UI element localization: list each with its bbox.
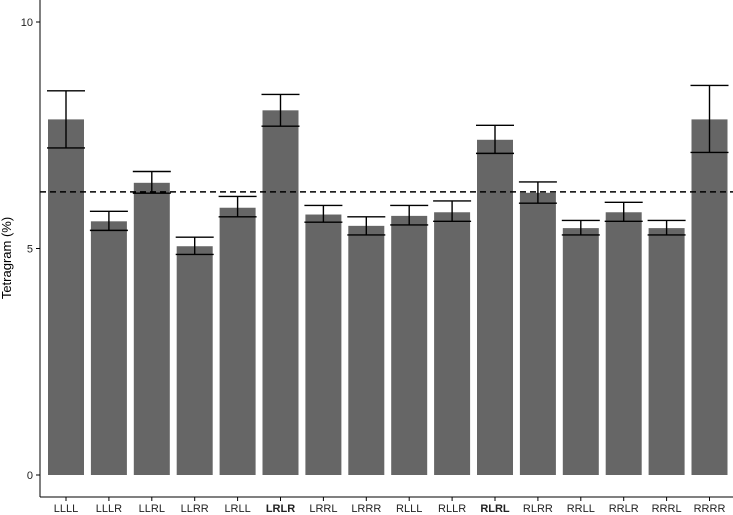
bar-rrrr [691,119,728,476]
x-ticks: LLLL LLLR LLRL LLRR LRLL LRLR LRRL LRRR RLLL RLLR… [54,497,726,515]
bar-lllr [90,221,127,475]
x-tick-label-lrrr: LRRR [351,503,381,515]
bar-lrll [219,207,256,476]
x-tick-label-rlrl: RLRL [480,503,510,515]
x-tick-label-rrrr: RRRR [694,503,726,515]
x-tick-label-llll: LLLL [54,503,78,515]
y-axis-title: Tetragram (%) [0,217,14,299]
x-tick-label-rlll: RLLL [396,503,422,515]
bar-rrrl [648,228,685,475]
bar-rllr [434,212,471,475]
bar-lrrr [348,225,385,475]
bar-rlrr [519,192,556,475]
y-ticks: 0 5 10 [21,17,40,482]
y-tick-label: 10 [21,17,33,29]
bar-llrl [133,182,170,475]
bar-rlll [391,215,428,475]
x-tick-label-llrr: LLRR [181,503,209,515]
x-tick-label-rrll: RRLL [567,503,595,515]
bar-llll [48,119,84,476]
x-tick-label-rlrr: RLRR [523,503,553,515]
bar-llrr [176,246,213,475]
x-tick-label-rrlr: RRLR [609,503,639,515]
x-tick-label-lrll: LRLL [224,503,250,515]
bar-rrll [562,228,599,475]
x-tick-label-lllr: LLLR [96,503,122,515]
x-tick-label-rllr: RLLR [438,503,466,515]
y-tick-label: 5 [27,244,33,256]
bar-lrlr [262,110,299,476]
y-tick-label: 0 [27,470,33,482]
bar-lrrl [305,214,342,475]
x-tick-label-lrrl: LRRL [309,503,337,515]
x-tick-label-llrl: LLRL [139,503,165,515]
bars-layer [48,110,728,476]
bar-rrlr [605,212,642,475]
x-tick-label-rrrl: RRRL [652,503,682,515]
error-bars-layer [47,84,729,256]
x-tick-label-lrlr: LRLR [266,503,295,515]
bar-rlrl [477,139,513,475]
